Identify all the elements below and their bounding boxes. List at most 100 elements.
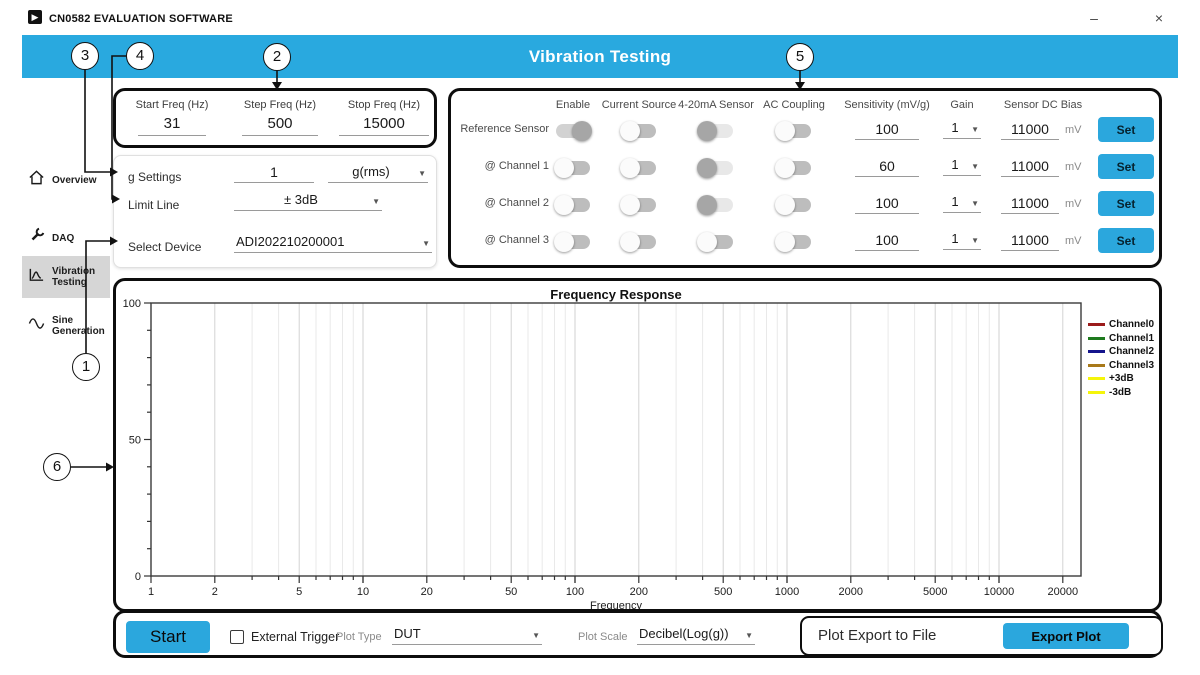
svg-text:100: 100 [123,298,141,310]
4-20ma-sensor-toggle[interactable] [697,195,733,215]
enable-toggle[interactable] [554,232,590,252]
sidebar-item-overview[interactable]: Overview [22,166,110,194]
frequency-response-plot: 1 2 5 10 20 50 100 200 500 1000 2000 5000 10000 20000… [123,298,1082,612]
gain-dropdown[interactable]: 1 ▼ [943,194,981,213]
sidebar-item-label: DAQ [52,232,75,244]
limit-line-label: Limit Line [128,198,180,212]
dc-bias-input[interactable]: 11000 [1001,158,1059,177]
g-unit-dropdown[interactable]: g(rms) ▼ [328,164,428,183]
ac-coupling-toggle[interactable] [775,232,811,252]
start-freq-label: Start Freq (Hz) [135,99,209,111]
limit-line-dropdown[interactable]: ± 3dB ▼ [234,192,382,211]
column-header-enable: Enable [555,99,591,111]
step-freq-input[interactable]: 500 [242,115,318,136]
external-trigger-checkbox[interactable] [230,630,244,644]
sensitivity-input[interactable]: 100 [855,195,919,214]
enable-toggle[interactable] [554,195,590,215]
4-20ma-sensor-toggle[interactable] [697,158,733,178]
svg-text:20000: 20000 [1048,586,1079,598]
sensitivity-input[interactable]: 100 [855,121,919,140]
dc-bias-input[interactable]: 11000 [1001,121,1059,140]
legend-label: Channel1 [1109,332,1155,344]
g-settings-input[interactable]: 1 [234,164,314,183]
toggle-knob [620,121,640,141]
4-20ma-sensor-toggle[interactable] [697,121,733,141]
plot-type-dropdown[interactable]: DUT ▼ [392,626,542,645]
set-button[interactable]: Set [1098,191,1154,216]
channel-row-label: @ Channel 3 [484,234,549,246]
sidebar-item-sine-generation[interactable]: Sine Generation [22,306,110,346]
dc-bias-unit: mV [1065,198,1082,210]
column-header-gain: Gain [950,99,974,111]
4-20ma-sensor-toggle[interactable] [697,232,733,252]
sidebar-item-label: Vibration Testing [52,266,96,288]
gain-dropdown[interactable]: 1 ▼ [943,231,981,250]
dc-bias-unit: mV [1065,124,1082,136]
channel-row-label: @ Channel 2 [484,197,549,209]
step-freq-field: Step Freq (Hz) 500 [226,91,334,136]
sidebar-item-label: Sine Generation [52,315,105,337]
legend-item: Channel1 [1088,333,1154,344]
stop-freq-input[interactable]: 15000 [339,115,429,136]
callout-4: 4 [126,42,154,70]
legend-swatch [1088,323,1105,326]
close-button[interactable]: × [1154,10,1164,26]
svg-text:1000: 1000 [775,586,799,598]
frequency-settings-panel: Start Freq (Hz) 31 Step Freq (Hz) 500 St… [113,88,437,148]
legend-swatch [1088,363,1105,367]
callout-6: 6 [43,453,71,481]
plot-scale-dropdown[interactable]: Decibel(Log(g)) ▼ [637,626,755,645]
start-button[interactable]: Start [126,621,210,653]
set-button[interactable]: Set [1098,117,1154,142]
channel-row-2: @ Channel 2 100 1 ▼ 11000 mV Set [451,189,1159,219]
channel-row-3: @ Channel 3 100 1 ▼ 11000 mV Set [451,226,1159,256]
stop-freq-field: Stop Freq (Hz) 15000 [330,91,438,136]
current-source-toggle[interactable] [620,121,656,141]
svg-text:50: 50 [505,586,517,598]
sensitivity-input[interactable]: 100 [855,232,919,251]
enable-toggle[interactable] [556,121,592,141]
toggle-knob [775,195,795,215]
current-source-toggle[interactable] [620,158,656,178]
vibration-chart-icon [28,266,45,288]
callout-2: 2 [263,43,291,71]
enable-toggle[interactable] [554,158,590,178]
toggle-knob [697,158,717,178]
export-plot-button[interactable]: Export Plot [1003,623,1129,649]
svg-text:50: 50 [129,435,141,447]
current-source-toggle[interactable] [620,195,656,215]
svg-text:Frequency: Frequency [590,600,642,609]
maximize-button[interactable] [1112,6,1140,30]
dc-bias-input[interactable]: 11000 [1001,232,1059,251]
legend-label: Channel2 [1109,346,1155,357]
legend-item: +3dB [1088,373,1154,384]
sidebar-item-daq[interactable]: DAQ [22,224,110,252]
svg-text:2000: 2000 [839,586,863,598]
dc-bias-unit: mV [1065,161,1082,173]
svg-text:2: 2 [212,586,218,598]
gain-dropdown[interactable]: 1 ▼ [943,120,981,139]
ac-coupling-toggle[interactable] [775,195,811,215]
legend-item: -3dB [1088,387,1154,398]
select-device-dropdown[interactable]: ADI202210200001 ▼ [234,234,432,253]
ac-coupling-toggle[interactable] [775,158,811,178]
toggle-knob [554,232,574,252]
sensitivity-input[interactable]: 60 [855,158,919,177]
set-button[interactable]: Set [1098,228,1154,253]
set-button[interactable]: Set [1098,154,1154,179]
dc-bias-input[interactable]: 11000 [1001,195,1059,214]
ac-coupling-toggle[interactable] [775,121,811,141]
gain-dropdown[interactable]: 1 ▼ [943,157,981,176]
sidebar-item-label: Overview [52,174,97,186]
svg-text:100: 100 [566,586,584,598]
legend-item: Channel2 [1088,346,1154,357]
sidebar-item-vibration-testing[interactable]: Vibration Testing [22,256,110,298]
toggle-knob [697,121,717,141]
minimize-button[interactable]: – [1090,10,1098,26]
app-title: CN0582 EVALUATION SOFTWARE [49,13,233,25]
start-freq-input[interactable]: 31 [138,115,206,136]
current-source-toggle[interactable] [620,232,656,252]
channel-row-label: @ Channel 1 [484,160,549,172]
svg-text:5: 5 [296,586,302,598]
general-settings-panel: g Settings 1 g(rms) ▼ Limit Line ± 3dB ▼… [113,155,437,268]
